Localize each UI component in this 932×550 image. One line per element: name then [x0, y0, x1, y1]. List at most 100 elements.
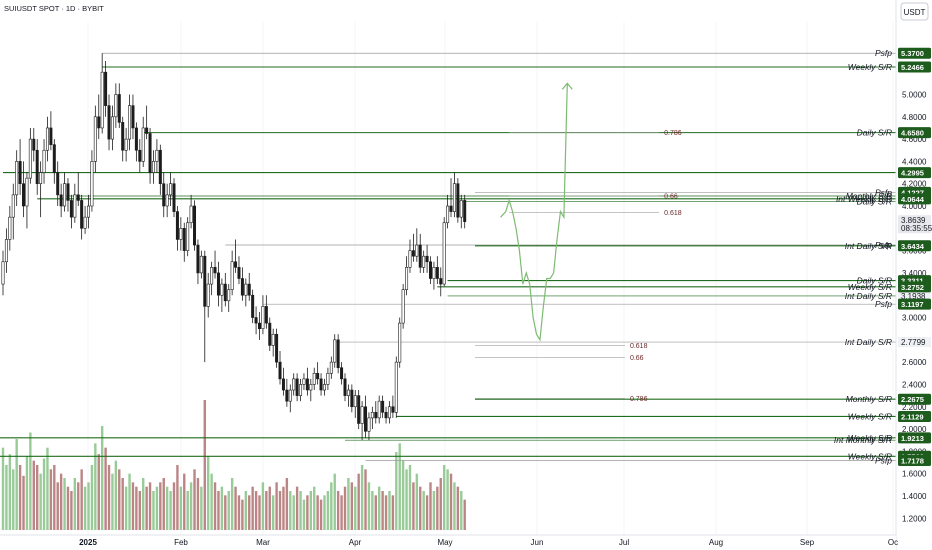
currency-button[interactable]	[900, 2, 929, 21]
price-tick-label: 1.2000	[902, 514, 927, 523]
candle-body	[97, 116, 101, 129]
level-label: Weekly S/R	[848, 451, 892, 461]
candle-body	[418, 244, 422, 268]
candle-body	[100, 71, 104, 129]
candle-body	[463, 200, 467, 222]
current-price-badge	[898, 215, 931, 234]
volume-bar	[224, 495, 227, 530]
volume-bar	[210, 473, 213, 530]
volume-bar	[152, 491, 155, 530]
price-badge-label: 3.1197	[901, 300, 924, 309]
candle-body	[370, 412, 374, 419]
candle-body	[131, 105, 135, 129]
candle-body	[336, 339, 340, 369]
volume-bar	[90, 465, 94, 530]
volume-bar	[463, 499, 466, 530]
volume-bar	[343, 486, 347, 530]
volume-bar	[251, 486, 254, 530]
candle-body	[182, 228, 186, 251]
candle-body	[364, 406, 368, 432]
candle-body	[158, 149, 162, 185]
volume-bar	[391, 495, 395, 530]
volume-bar	[220, 486, 224, 530]
volume-bar	[53, 465, 56, 530]
candle-body	[415, 244, 419, 257]
volume-bar	[388, 491, 391, 530]
candle-body	[340, 367, 344, 380]
volume-bar	[159, 482, 162, 530]
candle-body	[141, 127, 145, 162]
volume-bar	[42, 458, 46, 530]
volume-bar	[135, 486, 138, 530]
countdown-label: 08:35:55	[901, 224, 932, 233]
candle-body	[442, 222, 446, 285]
level-label: Weekly S/R	[848, 282, 892, 292]
volume-bar	[230, 478, 234, 530]
level-label: Daily S/R	[857, 276, 892, 286]
price-badge	[898, 410, 931, 422]
candle-body	[299, 384, 303, 396]
volume-bar	[248, 495, 251, 530]
volume-bar	[309, 491, 312, 530]
candle-body	[452, 183, 456, 212]
candle-body	[25, 177, 29, 207]
candle-body	[69, 200, 73, 218]
volume-bar	[401, 460, 405, 530]
volume-bar	[278, 491, 282, 530]
price-badge-label: 3.6434	[901, 242, 925, 251]
candle-body	[422, 255, 426, 268]
candle-body	[350, 389, 354, 408]
candle-body	[343, 378, 347, 396]
level-label: Daily S/R	[857, 128, 892, 138]
candle-body	[435, 267, 439, 279]
price-badge-label: 2.1129	[901, 412, 924, 421]
volume-bar	[292, 495, 295, 530]
fib-label: 0.786	[630, 396, 648, 403]
time-axis-ticks: 2025 Feb Mar Apr May Jun Jul Aug Sep Oc	[79, 538, 898, 547]
projection-line	[500, 83, 568, 342]
candle-body	[254, 317, 258, 324]
volume-bar	[124, 486, 128, 530]
candle-body	[18, 161, 22, 185]
fib-label: 0.66	[630, 355, 644, 362]
volume-bar	[319, 499, 323, 530]
candle-body	[316, 372, 320, 380]
candle-body	[124, 138, 128, 151]
price-badge-label: 2.2675	[901, 395, 924, 404]
candle-body	[278, 361, 282, 380]
candle-body	[240, 278, 244, 296]
time-axis[interactable]	[0, 535, 896, 550]
time-tick-label: 2025	[79, 538, 97, 547]
price-badge	[898, 455, 931, 467]
volume-bar	[104, 447, 107, 530]
candle-body	[357, 395, 361, 424]
candle-body	[80, 200, 84, 229]
volume-bar	[169, 491, 172, 530]
volume-bar	[313, 486, 316, 530]
price-badge	[898, 432, 931, 444]
price-tick-label: 4.8000	[902, 113, 927, 122]
volume-bar	[254, 491, 258, 530]
current-price-label: 3.8639	[901, 216, 926, 225]
candle-body	[295, 378, 299, 396]
volume-bar	[32, 460, 35, 530]
candle-body	[247, 283, 251, 296]
volume-bar	[207, 456, 210, 530]
volume-bar	[39, 473, 42, 530]
candle-body	[87, 205, 91, 218]
candle-body	[213, 267, 217, 274]
volume-bar	[118, 469, 121, 530]
price-badge-label: 1.9213	[901, 434, 924, 443]
candle-body	[1, 261, 5, 285]
candle-body	[275, 333, 279, 363]
level-lines	[0, 52, 896, 461]
volume-bar	[384, 495, 388, 530]
candle-body	[76, 194, 80, 201]
price-badge	[898, 393, 931, 405]
time-tick-label: Oc	[888, 538, 898, 547]
volume-bar	[265, 491, 268, 530]
candle-body	[83, 216, 87, 229]
volume-bar	[456, 486, 460, 530]
